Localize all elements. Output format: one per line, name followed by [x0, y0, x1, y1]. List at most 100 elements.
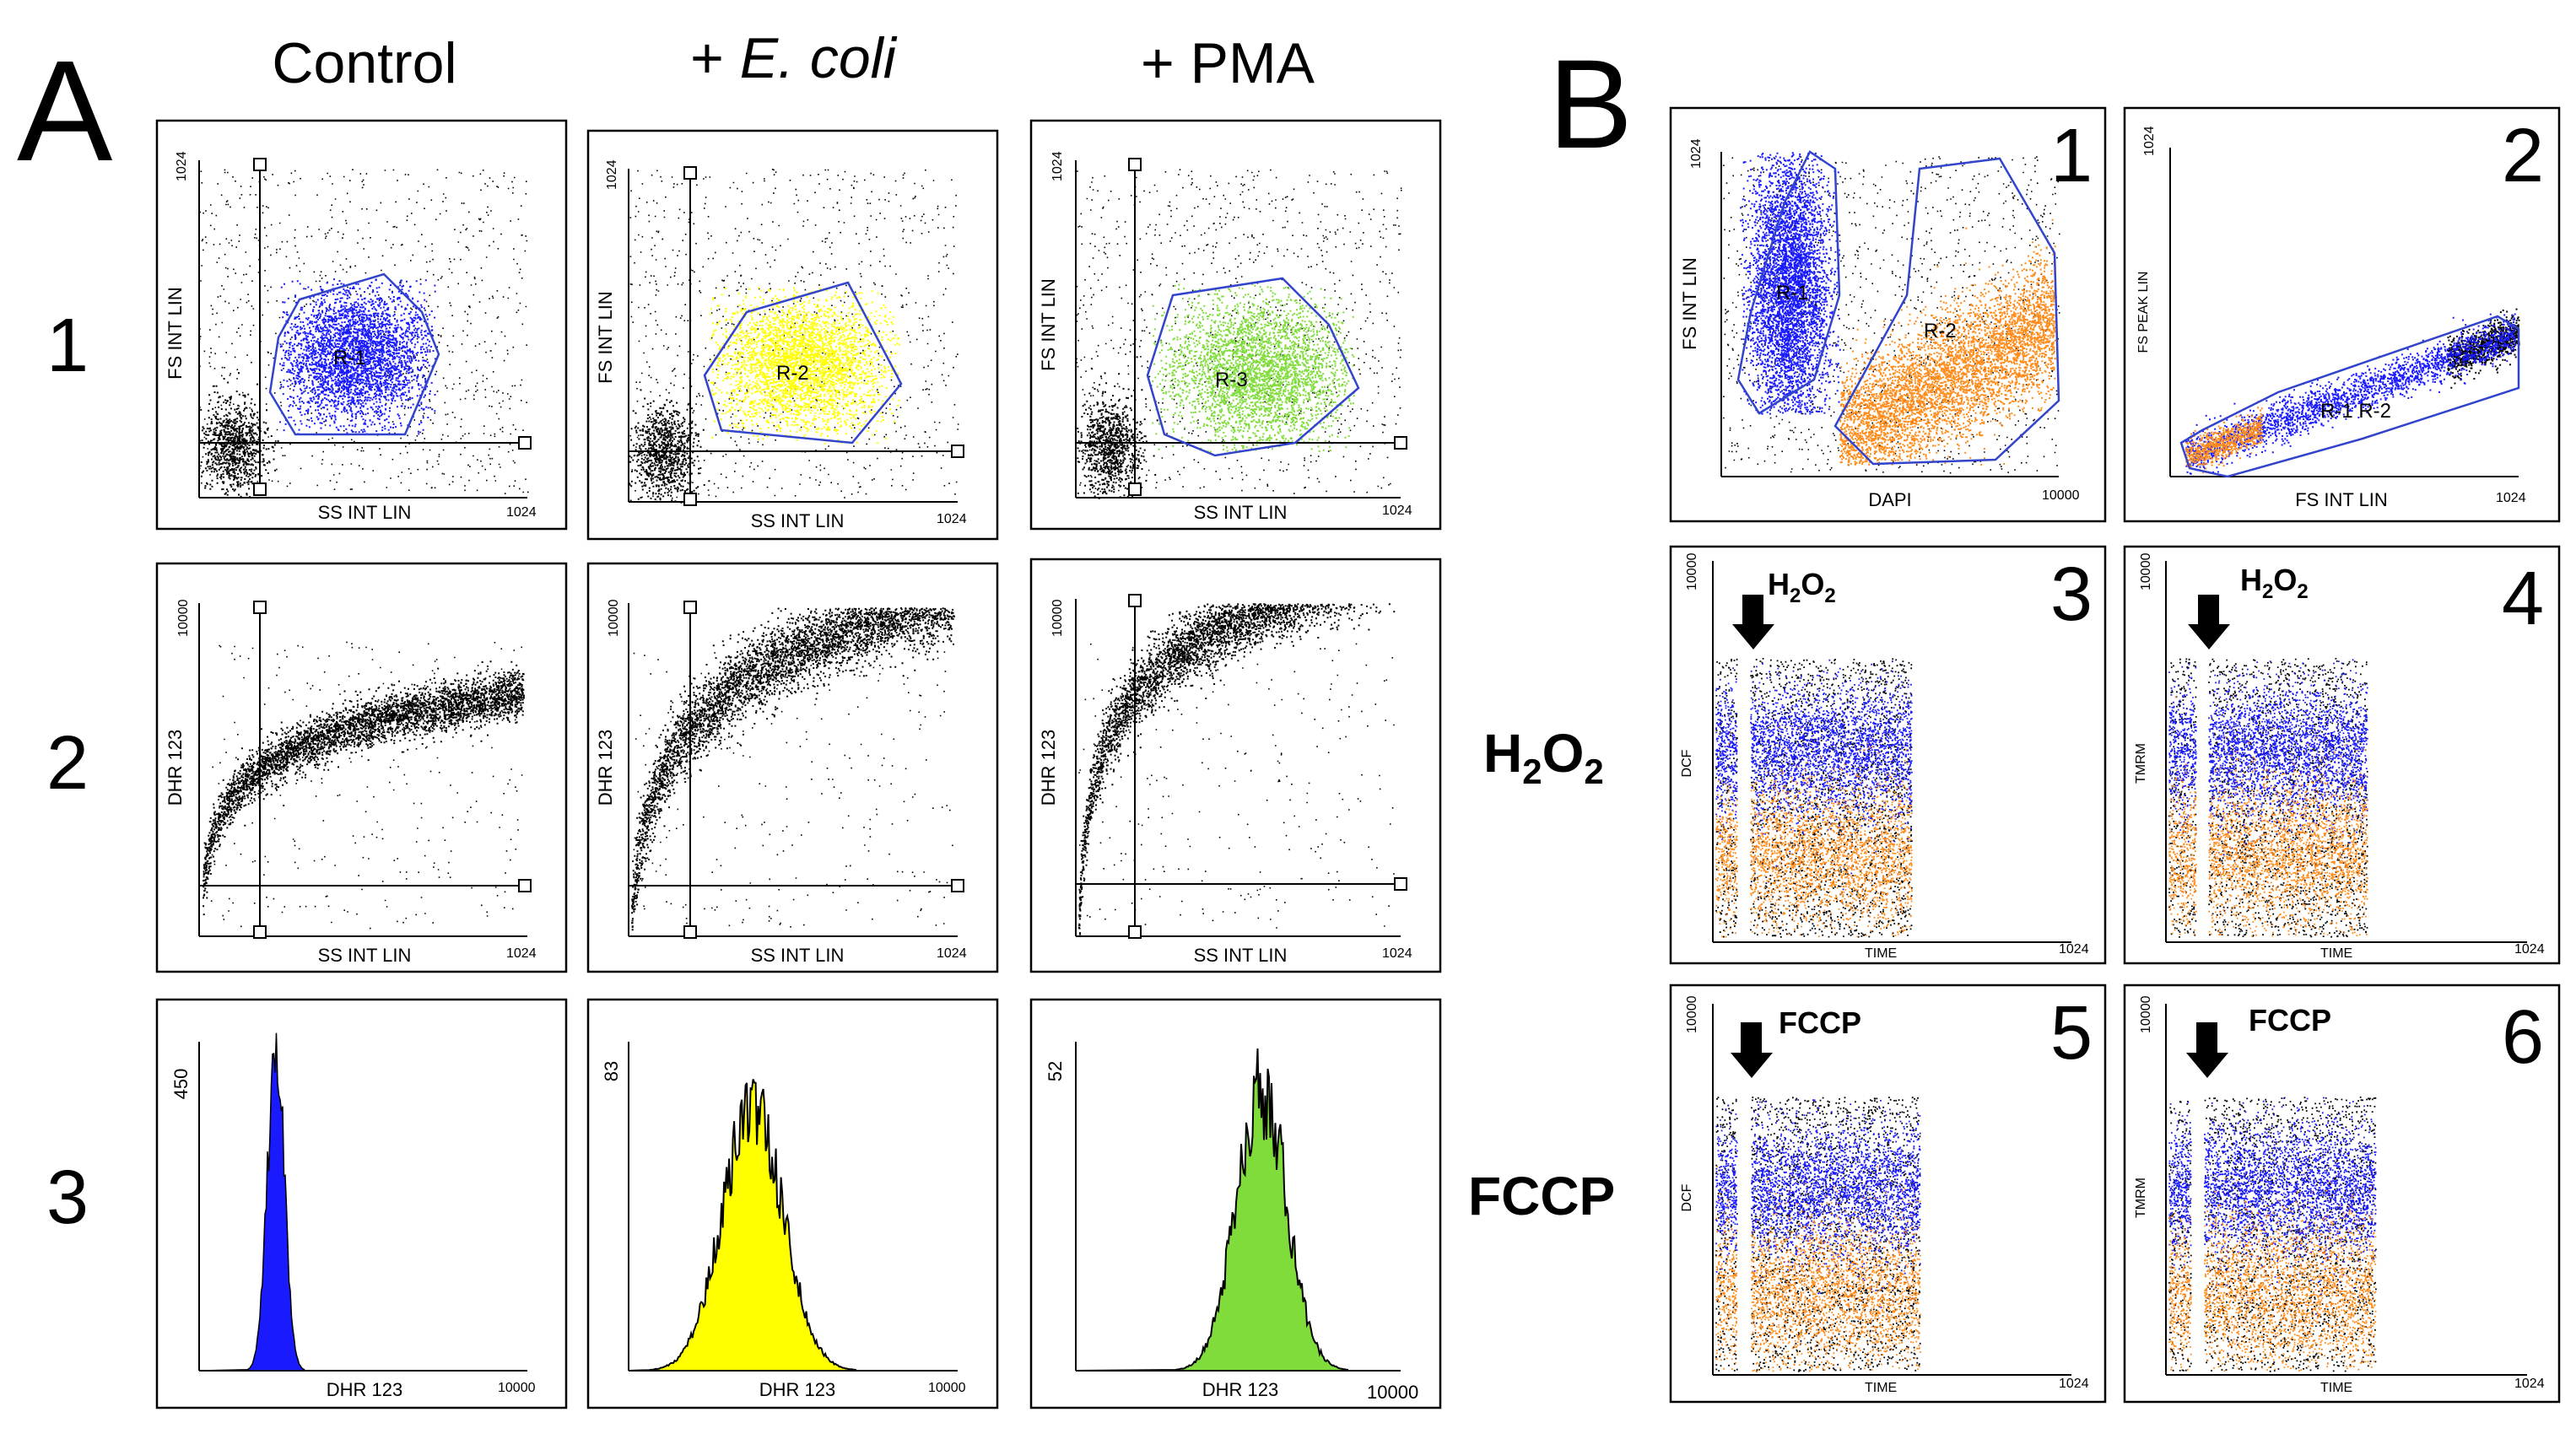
panel-letter-a: A — [17, 31, 113, 191]
panel-number-1: 1 — [2050, 114, 2093, 198]
a1-control-ytick: 1024 — [175, 151, 189, 181]
hist-max-control: 450 — [170, 1069, 192, 1100]
histogram-pma — [1075, 1048, 1348, 1372]
b5-xlabel: TIME — [1865, 1381, 1897, 1395]
panel-number-6: 6 — [2502, 995, 2544, 1080]
b3-axes: TIME 1024 DCF 10000 — [1680, 552, 2089, 961]
hist-max-ecoli: 83 — [601, 1061, 622, 1081]
a2-ecoli-xtick: 1024 — [937, 946, 967, 961]
a2-control-xtick: 1024 — [506, 946, 537, 961]
b1-ytick: 1024 — [1689, 138, 1704, 169]
b4-xlabel: TIME — [2320, 946, 2352, 961]
row-number-2: 2 — [46, 721, 89, 806]
panel-b-4 — [2123, 545, 2561, 965]
scatter-points — [279, 152, 2516, 1315]
b4-xtick: 1024 — [2514, 942, 2545, 957]
panel-number-4: 4 — [2502, 557, 2544, 641]
gate-label-r3: R-3 — [1215, 369, 1248, 391]
gate-label-r1: R-1 — [333, 347, 366, 369]
b5-axes: TIME 1024 DCF 10000 — [1680, 995, 2089, 1395]
a3-pma-xtick: 10000 — [1367, 1382, 1418, 1403]
scatter-points — [710, 287, 900, 445]
panel-letter-b: B — [1548, 33, 1633, 175]
row-number-3: 3 — [46, 1156, 89, 1240]
b3-h2o2-label: H2O2 — [1768, 567, 1836, 607]
a2-ecoli-axes — [628, 601, 964, 939]
gate-label-b1-r1: R-1 — [1776, 282, 1809, 305]
panel-a-3-ecoli — [586, 998, 999, 1409]
panel-number-3: 3 — [2050, 552, 2093, 637]
a1-control-xlabel: SS INT LIN — [318, 502, 412, 523]
a3-ecoli-xtick: 10000 — [928, 1381, 966, 1395]
a2-pma-xlabel: SS INT LIN — [1194, 945, 1288, 966]
b4-treatment: H2O2 — [2188, 563, 2309, 649]
hist-max-pma: 52 — [1045, 1061, 1066, 1081]
header-ecoli-prefix: + — [690, 26, 740, 90]
a1-pma-ylabel: FS INT LIN — [1038, 278, 1059, 371]
side-label-h2o2: H2O2 — [1483, 723, 1604, 791]
a3-ecoli-xlabel: DHR 123 — [759, 1379, 835, 1400]
b6-treatment: FCCP — [2186, 1003, 2331, 1078]
b6-fccp-label: FCCP — [2249, 1003, 2331, 1037]
b5-treatment: FCCP — [1731, 1005, 1861, 1078]
panel-a-3-control — [155, 998, 568, 1409]
panel-number-2: 2 — [2502, 114, 2544, 198]
a1-ecoli-ytick: 1024 — [605, 159, 619, 190]
a2-pma-ytick: 10000 — [1050, 599, 1065, 637]
b4-ytick: 10000 — [2139, 552, 2153, 590]
b6-axes: TIME 1024 TMRM 10000 — [2134, 995, 2545, 1395]
scatter-points — [1152, 283, 1355, 453]
b5-fccp-label: FCCP — [1779, 1005, 1861, 1040]
b2-ylabel: FS PEAK LIN — [2136, 272, 2151, 353]
panel-number-5: 5 — [2050, 991, 2093, 1075]
a2-ecoli-ylabel: DHR 123 — [595, 730, 616, 806]
scatter-points — [199, 156, 2520, 1372]
b5-ylabel: DCF — [1680, 1183, 1694, 1211]
b3-xtick: 1024 — [2059, 942, 2089, 957]
arrow-down-icon — [1731, 1022, 1773, 1078]
panel-a-1-control — [155, 119, 568, 531]
b4-h2o2-label: H2O2 — [2240, 563, 2309, 603]
side-label-fccp: FCCP — [1468, 1166, 1615, 1226]
scatter-points — [1715, 218, 2377, 1372]
a1-pma-axes — [1075, 158, 1407, 499]
a1-ecoli-axes — [628, 166, 964, 506]
b5-ytick: 10000 — [1685, 995, 1699, 1033]
panel-b-1 — [1669, 106, 2107, 523]
histogram-ecoli — [628, 1079, 857, 1372]
b6-xlabel: TIME — [2320, 1381, 2352, 1395]
a2-control-xlabel: SS INT LIN — [318, 945, 412, 966]
a2-pma-xtick: 1024 — [1382, 946, 1412, 961]
b3-ylabel: DCF — [1680, 749, 1694, 777]
b1-xtick: 10000 — [2042, 488, 2080, 503]
b1-xlabel: DAPI — [1868, 489, 1911, 510]
header-ecoli: + E. coli — [690, 26, 898, 90]
a2-pma-ylabel: DHR 123 — [1038, 730, 1059, 806]
histogram-control — [198, 1032, 306, 1372]
a1-ecoli-xtick: 1024 — [937, 512, 967, 526]
a2-ecoli-xlabel: SS INT LIN — [751, 945, 845, 966]
b2-xtick: 1024 — [2496, 491, 2526, 505]
a1-control-axes — [198, 158, 532, 499]
panel-a-2-control — [155, 562, 568, 973]
a2-ecoli-ytick: 10000 — [607, 599, 621, 637]
b3-ytick: 10000 — [1685, 552, 1699, 590]
a1-pma-ytick: 1024 — [1050, 151, 1065, 181]
b1-ylabel: FS INT LIN — [1679, 257, 1700, 350]
a3-control-xtick: 10000 — [498, 1381, 536, 1395]
arrow-down-icon — [1732, 595, 1774, 649]
a2-control-ytick: 10000 — [176, 599, 191, 637]
row-number-1: 1 — [46, 304, 89, 388]
a3-pma-axes — [1075, 1042, 1401, 1372]
arrow-down-icon — [2188, 595, 2230, 649]
panel-a-1-pma — [1029, 119, 1442, 531]
b6-xtick: 1024 — [2514, 1377, 2545, 1391]
b5-xtick: 1024 — [2059, 1377, 2089, 1391]
scatter-point-layer — [199, 152, 2520, 1372]
a3-ecoli-axes — [628, 1042, 958, 1372]
b4-axes: TIME 1024 TMRM 10000 — [2134, 552, 2545, 961]
a1-pma-xtick: 1024 — [1382, 504, 1412, 518]
b6-ylabel: TMRM — [2134, 1178, 2148, 1218]
b2-ytick: 1024 — [2142, 126, 2157, 156]
a1-control-xtick: 1024 — [506, 505, 537, 520]
